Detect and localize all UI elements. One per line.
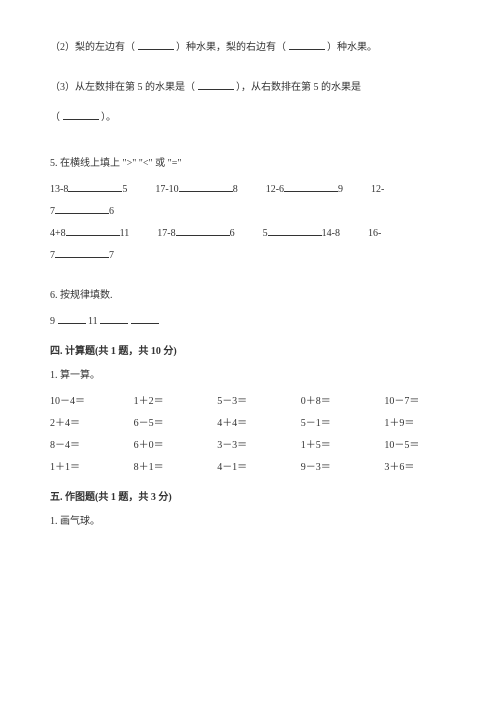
q2-label-b: ）种水果，梨的右边有（ bbox=[176, 42, 286, 53]
calc-grid: 10－4＝ 1＋2＝ 5－3＝ 0＋8＝ 10－7＝ 2＋4＝ 6－5＝ 4＋4… bbox=[50, 394, 450, 476]
q3-line1a: （3）从左数排在第 5 的水果是（ bbox=[50, 82, 195, 93]
q6-blank3 bbox=[131, 315, 159, 324]
calc-cell: 10－5＝ bbox=[384, 438, 450, 454]
q5-r2-val1: 11 bbox=[120, 228, 130, 239]
question-3: （3）从左数排在第 5 的水果是（ ），从右数排在第 5 的水果是 （ ）。 bbox=[50, 80, 450, 126]
calc-cell: 0＋8＝ bbox=[301, 394, 367, 410]
section-4-title: 四. 计算题(共 1 题，共 10 分) bbox=[50, 344, 450, 360]
q5-r2-val3: 14-8 bbox=[322, 228, 340, 239]
q5-title: 5. 在横线上填上 ">" "<" 或 "=" bbox=[50, 156, 450, 172]
calc-cell: 5－1＝ bbox=[301, 416, 367, 432]
q5-r2b-val: 7 bbox=[109, 250, 114, 261]
q5-r2-val2: 6 bbox=[230, 228, 235, 239]
q5-row-2: 4+811 17-86 514-8 16- bbox=[50, 226, 450, 242]
calc-cell: 9－3＝ bbox=[301, 460, 367, 476]
q5-r1-expr4a: 12- bbox=[371, 182, 384, 198]
q2-blank-2 bbox=[289, 41, 325, 50]
calc-cell: 6－5＝ bbox=[134, 416, 200, 432]
calc-cell: 4－1＝ bbox=[217, 460, 283, 476]
calc-cell: 6＋0＝ bbox=[134, 438, 200, 454]
section-5-sub: 1. 画气球。 bbox=[50, 514, 450, 530]
q3-blank-2 bbox=[63, 111, 99, 120]
q5-r1-val3: 9 bbox=[338, 184, 343, 195]
q5-r1-blank2 bbox=[179, 183, 233, 192]
q3-line1b: ），从右数排在第 5 的水果是 bbox=[236, 82, 361, 93]
q5-r1b-blank bbox=[55, 205, 109, 214]
question-6: 6. 按规律填数. 9 11 bbox=[50, 288, 450, 330]
calc-cell: 1＋9＝ bbox=[384, 416, 450, 432]
question-5: 5. 在横线上填上 ">" "<" 或 "=" 13-8 5 17-10 8 12-… bbox=[50, 156, 450, 264]
section-4-sub: 1. 算一算。 bbox=[50, 368, 450, 384]
calc-cell: 4＋4＝ bbox=[217, 416, 283, 432]
q6-num2: 11 bbox=[88, 316, 98, 327]
q5-row-1: 13-8 5 17-10 8 12-6 9 12- bbox=[50, 182, 450, 198]
q5-r2b-blank bbox=[55, 249, 109, 258]
q6-num1: 9 bbox=[50, 316, 55, 327]
q5-r1-expr2: 17-10 bbox=[155, 184, 178, 195]
q5-r2-expr2: 17-8 bbox=[157, 228, 175, 239]
q5-row-1b: 76 bbox=[50, 204, 450, 220]
q5-r2-expr4a: 16- bbox=[368, 226, 381, 242]
q5-r2-blank1 bbox=[66, 227, 120, 236]
q2-label-a: （2）梨的左边有（ bbox=[50, 42, 135, 53]
calc-cell: 1＋1＝ bbox=[50, 460, 116, 476]
calc-cell: 5－3＝ bbox=[217, 394, 283, 410]
calc-cell: 8－4＝ bbox=[50, 438, 116, 454]
calc-cell: 1＋2＝ bbox=[134, 394, 200, 410]
q5-r1-blank1 bbox=[68, 183, 122, 192]
q5-r1-expr3: 12-6 bbox=[266, 184, 284, 195]
q5-r2-blank3 bbox=[268, 227, 322, 236]
q6-blank2 bbox=[100, 315, 128, 324]
q3-blank-1 bbox=[198, 81, 234, 90]
q3-line2a: （ bbox=[50, 112, 60, 123]
calc-cell: 3－3＝ bbox=[217, 438, 283, 454]
section-5-title: 五. 作图题(共 1 题，共 3 分) bbox=[50, 490, 450, 506]
calc-cell: 2＋4＝ bbox=[50, 416, 116, 432]
q5-r1-val2: 8 bbox=[233, 184, 238, 195]
calc-cell: 3＋6＝ bbox=[384, 460, 450, 476]
q2-label-c: ）种水果。 bbox=[327, 42, 377, 53]
q3-line2b: ）。 bbox=[101, 112, 116, 123]
q5-r1-blank3 bbox=[284, 183, 338, 192]
q6-title: 6. 按规律填数. bbox=[50, 288, 450, 304]
calc-cell: 1＋5＝ bbox=[301, 438, 367, 454]
q2-blank-1 bbox=[138, 41, 174, 50]
q5-r1-val1: 5 bbox=[122, 184, 127, 195]
q5-row-2b: 77 bbox=[50, 248, 450, 264]
q6-blank1 bbox=[58, 315, 86, 324]
q5-r2-blank2 bbox=[176, 227, 230, 236]
q5-r2-expr1: 4+8 bbox=[50, 228, 66, 239]
question-2: （2）梨的左边有（ ）种水果，梨的右边有（ ）种水果。 bbox=[50, 40, 450, 56]
calc-cell: 10－4＝ bbox=[50, 394, 116, 410]
calc-cell: 10－7＝ bbox=[384, 394, 450, 410]
q5-r1b-val: 6 bbox=[109, 206, 114, 217]
calc-cell: 8＋1＝ bbox=[134, 460, 200, 476]
q5-r1-expr1: 13-8 bbox=[50, 184, 68, 195]
